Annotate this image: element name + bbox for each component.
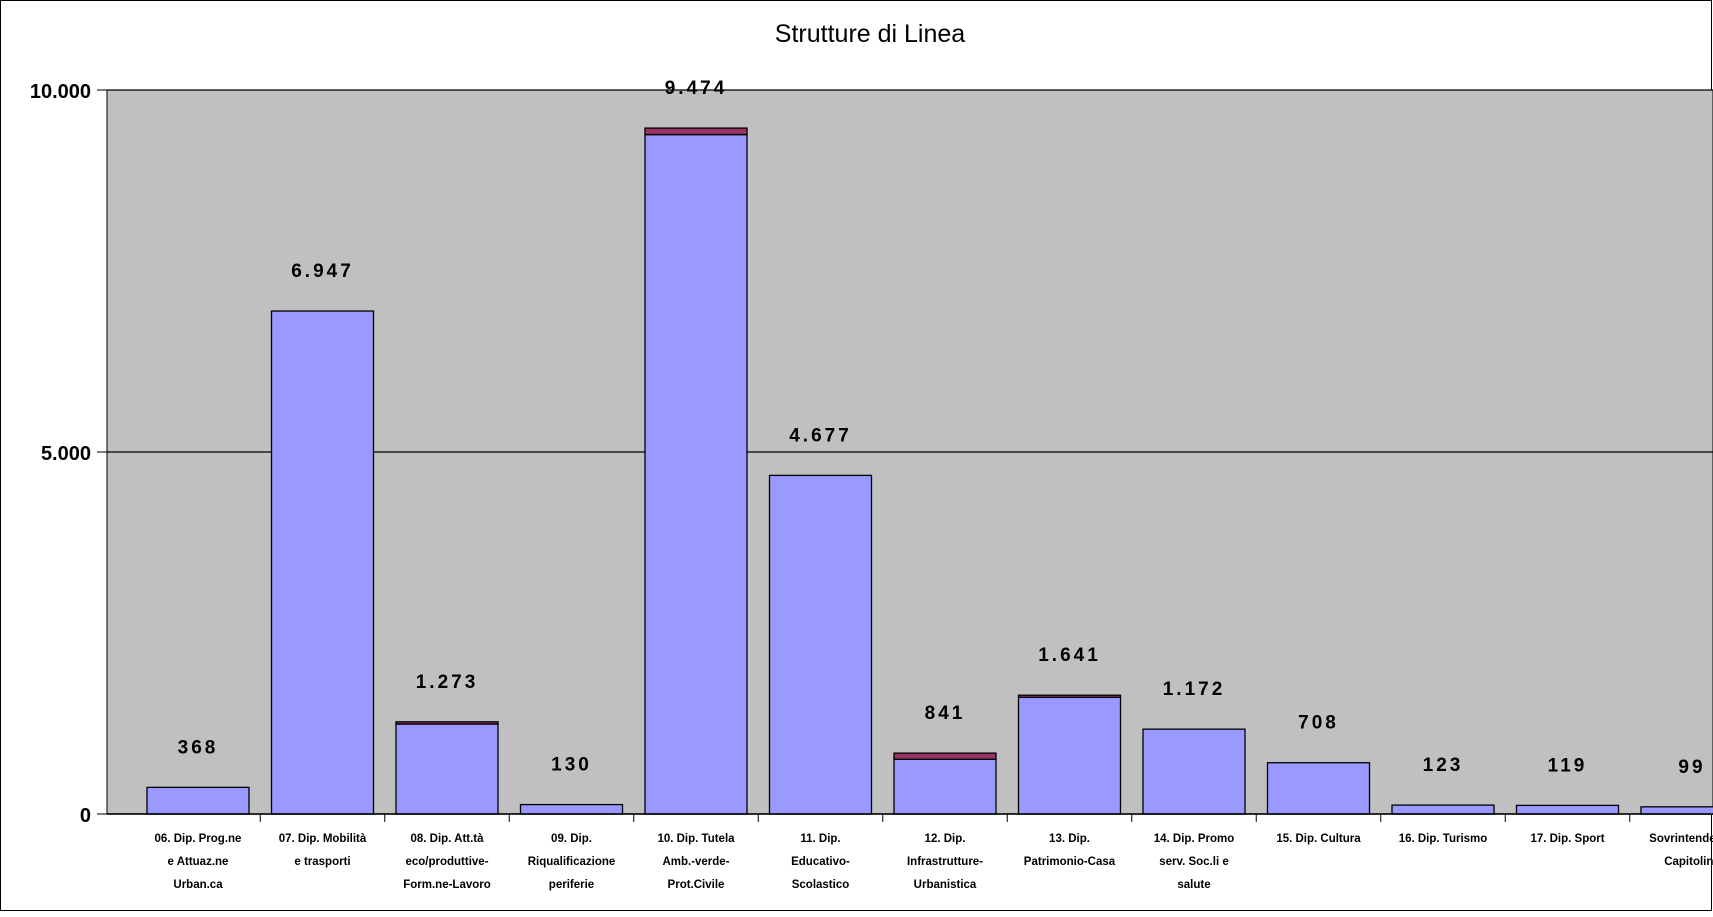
x-tick-label-line: Sovrintendenza: [1649, 833, 1713, 845]
data-label: 6.947: [291, 261, 354, 282]
bars-layer: [146, 127, 1713, 815]
x-tick-label-line: e trasporti: [294, 856, 350, 868]
x-tick-label: 12. Dip. Infrastrutture- Urbanistica: [907, 833, 983, 891]
x-tick-label: 11. Dip. Educativo- Scolastico: [791, 833, 850, 891]
data-label: 119: [1548, 755, 1588, 776]
data-label: 1.273: [416, 672, 479, 693]
x-tick-label-line: e Attuaz.ne: [168, 856, 229, 868]
data-label: 130: [551, 755, 592, 776]
x-tick-label-line: periferie: [549, 879, 594, 891]
x-tick-label: 16. Dip. Turismo: [1399, 833, 1488, 845]
x-tick-label: 17. Dip. Sport: [1530, 833, 1604, 845]
x-tick-label-line: Infrastrutture-: [907, 856, 983, 868]
x-tick-label-line: Amb.-verde-: [662, 856, 729, 868]
x-tick-label-line: 15. Dip. Cultura: [1276, 833, 1361, 845]
bar-segment-top: [893, 752, 997, 760]
x-tick-label-line: Riqualificazione: [528, 856, 616, 868]
data-label: 841: [925, 703, 966, 724]
x-tick-label-line: Patrimonio-Casa: [1024, 856, 1116, 868]
bar-segment-main: [1515, 804, 1620, 815]
bar-segment-main: [893, 758, 997, 815]
x-tick-label-line: Form.ne-Lavoro: [403, 879, 491, 891]
bar-segment-main: [1142, 728, 1246, 815]
bar-segment-main: [1640, 806, 1713, 815]
x-tick-label-line: Urbanistica: [914, 879, 977, 891]
bar-segment-main: [270, 310, 375, 815]
x-axis: 06. Dip. Prog.ne e Attuaz.ne Urban.ca 07. D…: [107, 813, 1713, 891]
x-tick-label-line: serv. Soc.li e: [1159, 856, 1228, 868]
x-tick-label: 07. Dip. Mobilità e trasporti: [279, 833, 367, 868]
x-tick-label-line: Scolastico: [792, 879, 850, 891]
data-label: 9.474: [665, 78, 728, 99]
chart-title: Strutture di Linea: [775, 20, 965, 48]
x-tick-label-line: 08. Dip. Att.tà: [410, 833, 484, 845]
data-label: 123: [1423, 755, 1464, 776]
x-tick-label-line: 14. Dip. Promo: [1154, 833, 1235, 845]
bar-segment-top: [644, 127, 748, 136]
x-tick-label: 06. Dip. Prog.ne e Attuaz.ne Urban.ca: [155, 833, 242, 891]
y-axis: 0 5.000 10.000: [30, 81, 107, 827]
data-label: 368: [178, 737, 219, 758]
x-tick-label: 10. Dip. Tutela Amb.-verde- Prot.Civile: [657, 833, 735, 891]
bar-segment-main: [1266, 762, 1371, 815]
x-tick-label: 09. Dip. Riqualificazione periferie: [528, 833, 616, 891]
bar-segment-main: [1391, 804, 1495, 815]
bar-segment-main: [644, 133, 748, 815]
data-label: 1.172: [1163, 679, 1226, 700]
x-tick-label-line: Capitolina: [1664, 856, 1713, 868]
data-label: 708: [1298, 713, 1339, 734]
y-tick-label: 0: [80, 805, 91, 827]
x-tick-label-line: 17. Dip. Sport: [1530, 833, 1604, 845]
bar-segment-main: [395, 723, 499, 815]
x-tick-label-line: 07. Dip. Mobilità: [279, 833, 367, 845]
y-tick-label: 10.000: [30, 81, 91, 103]
data-label: 1.641: [1038, 645, 1101, 666]
data-label: 4.677: [789, 425, 852, 446]
data-labels-layer: 368 6.947 1.273 130 9.474 4.677 841 1.641 1.172 7…: [178, 78, 1705, 778]
x-tick-label-line: 13. Dip.: [1049, 833, 1090, 845]
x-tick-label-line: eco/produttive-: [405, 856, 488, 868]
x-tick-label-line: 06. Dip. Prog.ne: [155, 833, 242, 845]
data-label: 99: [1678, 757, 1705, 778]
bar-segment-main: [768, 474, 873, 815]
x-tick-label-line: 16. Dip. Turismo: [1399, 833, 1488, 845]
y-tick-label: 5.000: [41, 443, 91, 465]
x-tick-label-line: Educativo-: [791, 856, 850, 868]
x-tick-label: 08. Dip. Att.tà eco/produttive- Form.ne-La…: [403, 833, 491, 891]
x-tick-label-line: Prot.Civile: [668, 879, 725, 891]
bar-segment-top: [395, 721, 499, 725]
x-tick-label: Sovrintendenza Capitolina: [1649, 833, 1713, 868]
bar-segment-top: [1017, 694, 1122, 699]
x-tick-label: 13. Dip. Patrimonio-Casa: [1024, 833, 1116, 868]
x-tick-label-line: salute: [1177, 879, 1210, 891]
x-tick-label-line: 09. Dip.: [551, 833, 592, 845]
x-tick-label: 15. Dip. Cultura: [1276, 833, 1361, 845]
x-tick-label-line: 11. Dip.: [800, 833, 840, 845]
bar-segment-main: [1017, 696, 1122, 815]
x-tick-label: 14. Dip. Promo serv. Soc.li e salute: [1154, 833, 1235, 891]
bar-segment-main: [519, 803, 624, 815]
x-tick-label-line: 10. Dip. Tutela: [657, 833, 735, 845]
x-tick-label-line: 12. Dip.: [925, 833, 966, 845]
bar-segment-main: [146, 786, 250, 815]
x-tick-label-line: Urban.ca: [173, 879, 223, 891]
